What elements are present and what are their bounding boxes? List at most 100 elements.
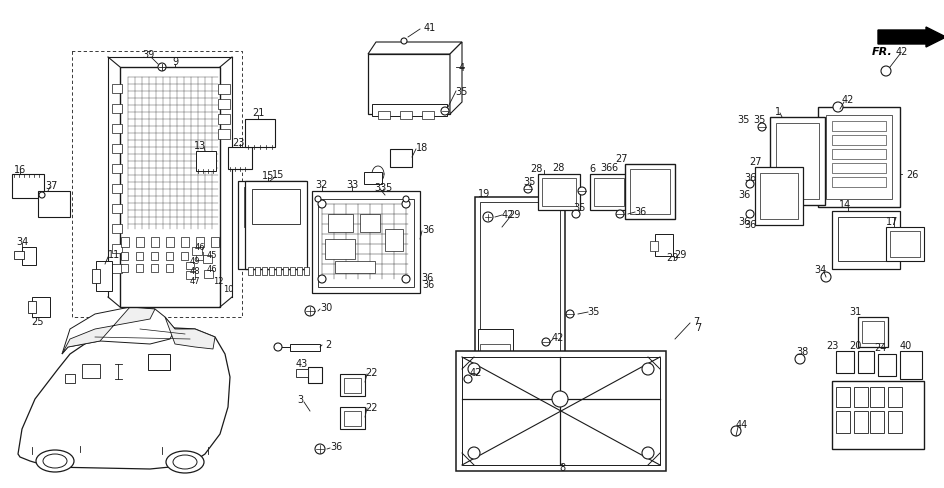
Text: 10: 10 bbox=[223, 285, 233, 294]
Bar bbox=[121, 238, 129, 247]
Bar bbox=[112, 264, 122, 273]
Text: 42: 42 bbox=[842, 95, 854, 105]
Circle shape bbox=[552, 391, 568, 407]
Bar bbox=[255, 267, 260, 275]
Text: 15: 15 bbox=[261, 171, 274, 181]
Circle shape bbox=[318, 275, 326, 284]
Circle shape bbox=[616, 210, 624, 219]
Text: 31: 31 bbox=[849, 306, 861, 316]
Text: 23: 23 bbox=[232, 138, 244, 148]
Circle shape bbox=[468, 363, 480, 375]
Bar bbox=[28, 302, 36, 313]
Bar bbox=[112, 105, 122, 114]
Bar bbox=[475, 198, 565, 395]
Bar bbox=[304, 267, 309, 275]
Bar bbox=[112, 184, 122, 194]
Bar bbox=[65, 374, 75, 383]
Text: 17: 17 bbox=[885, 217, 898, 226]
Circle shape bbox=[315, 197, 321, 203]
Circle shape bbox=[464, 375, 472, 383]
Text: 48: 48 bbox=[190, 266, 200, 275]
Bar bbox=[888, 411, 902, 433]
Bar bbox=[650, 242, 658, 251]
Bar bbox=[32, 297, 50, 317]
Circle shape bbox=[758, 124, 766, 132]
Bar bbox=[96, 262, 112, 291]
Bar bbox=[760, 174, 798, 220]
Bar bbox=[836, 411, 850, 433]
Bar bbox=[365, 192, 381, 205]
Text: 35: 35 bbox=[456, 87, 468, 97]
Bar bbox=[542, 179, 576, 206]
Circle shape bbox=[881, 67, 891, 77]
Bar bbox=[14, 251, 24, 260]
Text: 25: 25 bbox=[32, 316, 44, 326]
Bar bbox=[870, 387, 884, 407]
Bar bbox=[196, 252, 203, 261]
Text: 28: 28 bbox=[530, 163, 542, 174]
Bar bbox=[112, 204, 122, 214]
Bar bbox=[836, 387, 850, 407]
Bar bbox=[818, 108, 900, 207]
Bar bbox=[38, 192, 70, 218]
Bar bbox=[340, 374, 365, 396]
Bar bbox=[422, 112, 434, 120]
Text: 34: 34 bbox=[814, 264, 826, 274]
Bar bbox=[655, 235, 673, 257]
Bar bbox=[196, 152, 216, 172]
Bar bbox=[462, 357, 660, 465]
Bar bbox=[870, 411, 884, 433]
Bar bbox=[22, 247, 36, 265]
Bar bbox=[594, 179, 624, 206]
Text: 6: 6 bbox=[611, 163, 617, 173]
Circle shape bbox=[821, 272, 831, 283]
Bar bbox=[248, 267, 253, 275]
Bar bbox=[858, 351, 874, 373]
Bar bbox=[244, 187, 300, 227]
Text: 29: 29 bbox=[674, 249, 686, 260]
Text: 26: 26 bbox=[906, 170, 919, 180]
Bar bbox=[121, 252, 128, 261]
Polygon shape bbox=[62, 307, 155, 354]
Text: 18: 18 bbox=[416, 142, 429, 153]
Text: 42: 42 bbox=[552, 332, 565, 342]
Bar bbox=[886, 227, 924, 262]
Circle shape bbox=[731, 426, 741, 436]
Text: 47: 47 bbox=[190, 277, 200, 286]
Circle shape bbox=[572, 210, 580, 219]
Bar bbox=[166, 264, 173, 272]
Text: 27: 27 bbox=[615, 154, 629, 163]
Circle shape bbox=[524, 185, 532, 194]
Bar bbox=[218, 100, 230, 110]
Text: 35: 35 bbox=[588, 306, 600, 316]
Text: 15: 15 bbox=[272, 170, 284, 180]
Text: 8: 8 bbox=[559, 462, 565, 472]
Text: 3: 3 bbox=[297, 394, 303, 404]
Text: 41: 41 bbox=[424, 23, 436, 33]
Circle shape bbox=[318, 201, 326, 208]
Polygon shape bbox=[18, 327, 230, 469]
Text: 46: 46 bbox=[207, 265, 217, 274]
Bar bbox=[344, 411, 361, 426]
Text: 7: 7 bbox=[695, 323, 701, 332]
Bar bbox=[826, 116, 892, 200]
Text: 36: 36 bbox=[599, 163, 612, 173]
Circle shape bbox=[402, 201, 410, 208]
Bar bbox=[276, 267, 281, 275]
Text: 36: 36 bbox=[744, 220, 756, 229]
Text: 36: 36 bbox=[633, 206, 646, 217]
Text: 4: 4 bbox=[459, 63, 465, 73]
Bar bbox=[456, 351, 666, 471]
Bar bbox=[478, 329, 513, 354]
Bar bbox=[590, 175, 628, 210]
Bar bbox=[136, 238, 144, 247]
Bar bbox=[878, 354, 896, 376]
Text: 22: 22 bbox=[365, 402, 379, 412]
Bar bbox=[136, 264, 143, 272]
Bar bbox=[832, 163, 886, 174]
Text: 20: 20 bbox=[849, 340, 861, 350]
Text: 34: 34 bbox=[16, 237, 28, 246]
Bar bbox=[890, 231, 920, 258]
Bar bbox=[378, 112, 390, 120]
Circle shape bbox=[483, 213, 493, 223]
